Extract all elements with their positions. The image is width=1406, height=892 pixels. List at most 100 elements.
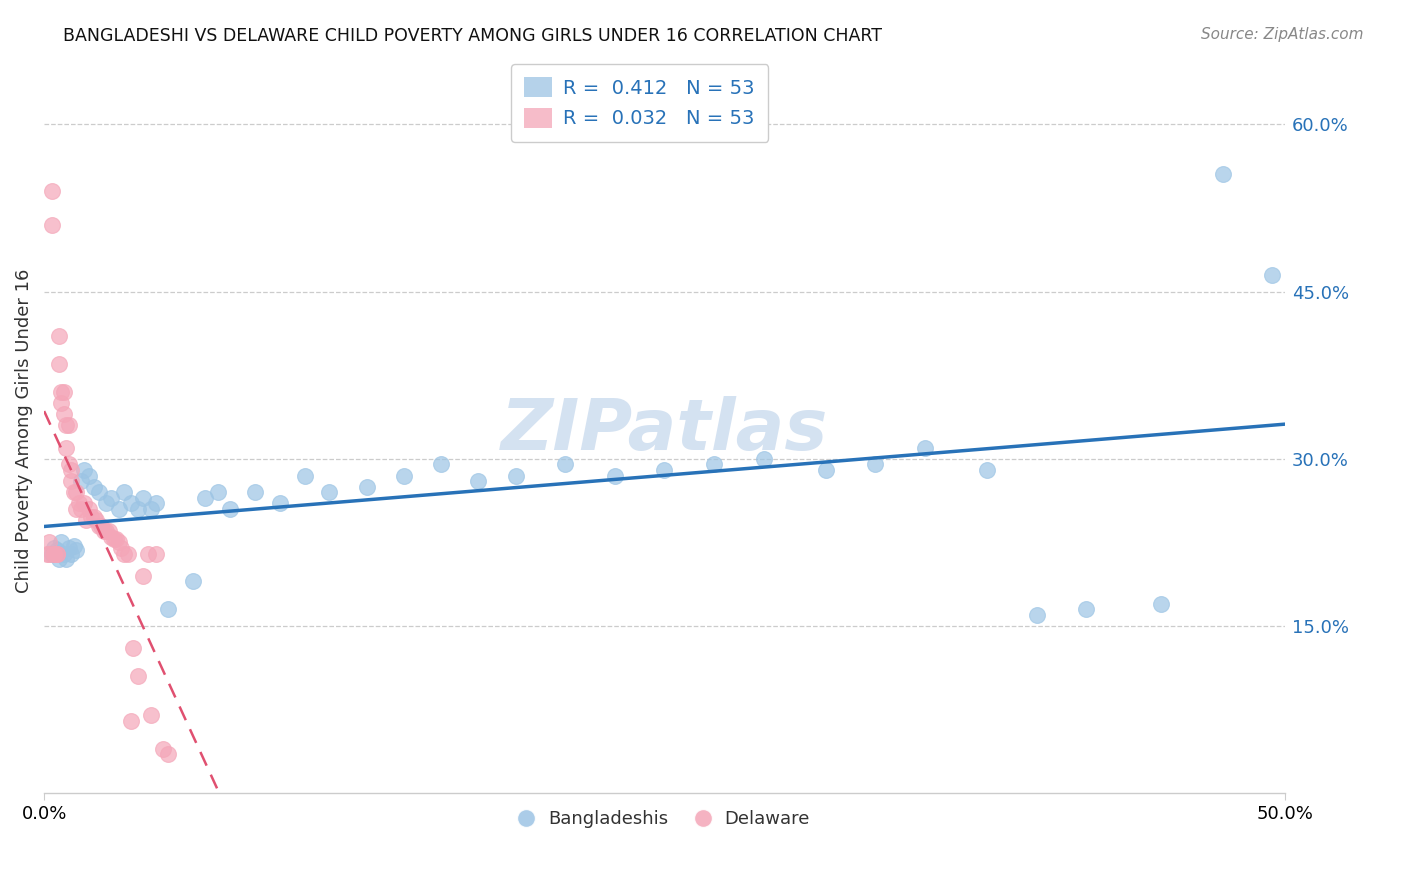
Point: [110, 541, 132, 555]
Point: [392, 468, 415, 483]
Point: [38, 535, 60, 549]
Point: [58, 458, 80, 472]
Point: [52, 384, 75, 399]
Point: [41, 184, 63, 198]
Point: [70, 502, 93, 516]
Point: [77, 468, 100, 483]
Point: [45, 547, 67, 561]
Point: [65, 543, 87, 558]
Point: [752, 451, 775, 466]
Point: [703, 458, 725, 472]
Point: [70, 474, 93, 488]
Point: [136, 547, 159, 561]
Point: [152, 741, 174, 756]
Point: [100, 530, 122, 544]
Point: [1076, 602, 1098, 616]
Point: [55, 441, 77, 455]
Point: [1025, 607, 1047, 622]
Point: [157, 747, 180, 762]
Point: [84, 513, 107, 527]
Point: [181, 574, 204, 589]
Point: [107, 502, 129, 516]
Point: [94, 524, 117, 539]
Point: [73, 463, 96, 477]
Text: Source: ZipAtlas.com: Source: ZipAtlas.com: [1201, 27, 1364, 42]
Point: [87, 518, 110, 533]
Point: [35, 547, 58, 561]
Point: [41, 547, 63, 561]
Point: [467, 474, 489, 488]
Point: [38, 547, 60, 561]
Point: [219, 502, 242, 516]
Point: [145, 496, 167, 510]
Point: [127, 669, 149, 683]
Point: [42, 541, 65, 555]
Point: [75, 513, 97, 527]
Point: [55, 552, 77, 566]
Point: [430, 458, 453, 472]
Point: [117, 547, 139, 561]
Point: [132, 491, 155, 505]
Point: [48, 357, 70, 371]
Point: [87, 485, 110, 500]
Point: [127, 502, 149, 516]
Y-axis label: Child Poverty Among Girls Under 16: Child Poverty Among Girls Under 16: [15, 268, 32, 593]
Point: [63, 539, 86, 553]
Point: [83, 509, 105, 524]
Point: [103, 532, 125, 546]
Point: [97, 524, 120, 539]
Point: [100, 491, 122, 505]
Point: [1212, 168, 1234, 182]
Point: [48, 329, 70, 343]
Point: [67, 496, 90, 510]
Point: [93, 524, 115, 539]
Point: [60, 463, 83, 477]
Point: [94, 496, 117, 510]
Point: [914, 441, 936, 455]
Point: [269, 496, 291, 510]
Point: [1150, 597, 1173, 611]
Point: [139, 502, 162, 516]
Point: [654, 463, 676, 477]
Point: [80, 509, 103, 524]
Point: [45, 543, 67, 558]
Text: BANGLADESHI VS DELAWARE CHILD POVERTY AMONG GIRLS UNDER 16 CORRELATION CHART: BANGLADESHI VS DELAWARE CHILD POVERTY AM…: [63, 27, 883, 45]
Point: [51, 535, 73, 549]
Point: [58, 418, 80, 433]
Point: [90, 518, 112, 533]
Point: [60, 547, 83, 561]
Point: [48, 552, 70, 566]
Point: [356, 480, 378, 494]
Point: [65, 485, 87, 500]
Point: [73, 496, 96, 510]
Point: [58, 541, 80, 555]
Point: [505, 468, 527, 483]
Point: [194, 491, 217, 505]
Point: [42, 547, 65, 561]
Point: [52, 407, 75, 421]
Point: [603, 468, 626, 483]
Point: [145, 547, 167, 561]
Point: [120, 714, 142, 728]
Point: [865, 458, 887, 472]
Point: [814, 463, 837, 477]
Point: [83, 480, 105, 494]
Point: [157, 602, 180, 616]
Point: [1261, 268, 1284, 282]
Legend: Bangladeshis, Delaware: Bangladeshis, Delaware: [512, 803, 817, 835]
Point: [139, 708, 162, 723]
Point: [65, 502, 87, 516]
Point: [207, 485, 229, 500]
Point: [60, 474, 83, 488]
Point: [52, 547, 75, 561]
Text: ZIPatlas: ZIPatlas: [501, 396, 828, 466]
Point: [55, 418, 77, 433]
Point: [318, 485, 340, 500]
Point: [112, 547, 135, 561]
Point: [112, 485, 135, 500]
Point: [554, 458, 576, 472]
Point: [122, 641, 145, 656]
Point: [51, 384, 73, 399]
Point: [77, 502, 100, 516]
Point: [976, 463, 998, 477]
